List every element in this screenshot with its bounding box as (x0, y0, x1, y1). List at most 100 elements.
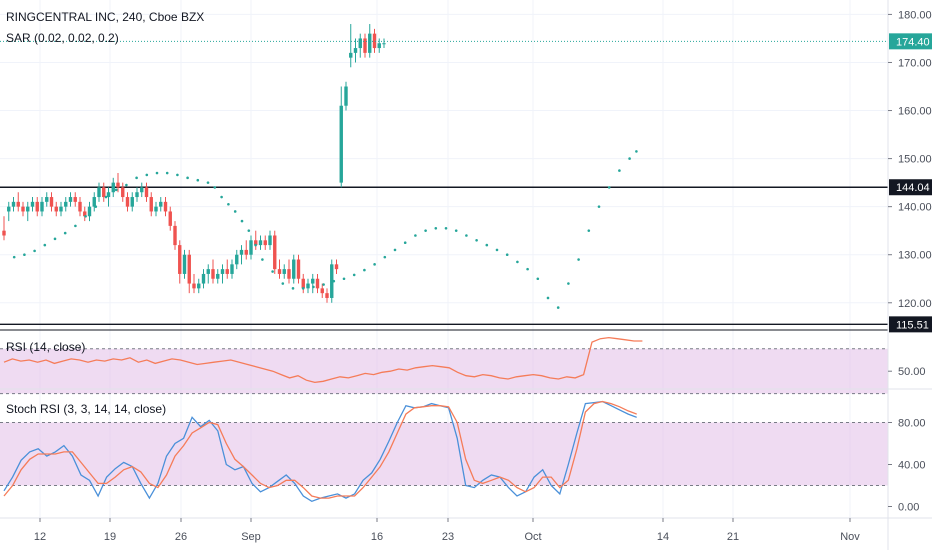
candle-body[interactable] (254, 240, 258, 246)
candle-body[interactable] (197, 283, 201, 289)
candle-body[interactable] (268, 235, 272, 246)
candle-body[interactable] (144, 187, 149, 198)
candle-body[interactable] (330, 264, 334, 298)
candle-body[interactable] (178, 245, 182, 274)
candle-body[interactable] (349, 52, 353, 58)
candle-body[interactable] (201, 273, 206, 284)
candle-body[interactable] (97, 187, 101, 198)
sar-dot (403, 241, 407, 245)
candle-body[interactable] (182, 254, 187, 274)
candle-body[interactable] (334, 264, 339, 270)
candle-body[interactable] (64, 201, 68, 207)
candle-body[interactable] (116, 182, 120, 188)
time-axis[interactable]: 12 19 26 Sep 16 23 Oct 14 21 Nov (34, 518, 860, 543)
candle-body[interactable] (263, 240, 267, 246)
candle-body[interactable] (315, 278, 320, 289)
candle-body[interactable] (344, 86, 348, 106)
candle-body[interactable] (273, 235, 277, 270)
candle-body[interactable] (249, 240, 253, 255)
candle-body[interactable] (68, 197, 73, 202)
candle-body[interactable] (301, 278, 305, 289)
candle-body[interactable] (40, 201, 44, 212)
indicator-line[interactable] (3, 336, 643, 384)
candle-body[interactable] (2, 230, 6, 236)
candle-body[interactable] (239, 249, 244, 255)
candle-body[interactable] (325, 293, 329, 298)
price-pane[interactable] (0, 24, 888, 326)
candle-body[interactable] (73, 197, 77, 202)
candle-body[interactable] (30, 201, 35, 207)
candle-body[interactable] (49, 197, 54, 207)
candle-body[interactable] (187, 254, 191, 284)
candle-body[interactable] (16, 201, 20, 207)
candle-body[interactable] (92, 197, 96, 207)
candle-body[interactable] (363, 38, 367, 53)
candle-body[interactable] (225, 269, 229, 274)
candle-body[interactable] (311, 278, 315, 284)
candle-body[interactable] (45, 197, 49, 202)
candle-body[interactable] (140, 187, 144, 193)
stoch-axis[interactable]: 0.00 40.00 80.00 (888, 418, 926, 514)
candle-body[interactable] (130, 197, 134, 207)
candle-body[interactable] (26, 206, 30, 212)
candle-body[interactable] (159, 201, 163, 207)
candle-body[interactable] (216, 273, 220, 279)
candle-body[interactable] (106, 192, 111, 198)
candle-body[interactable] (287, 269, 291, 279)
candle-body[interactable] (339, 105, 343, 183)
candle-body[interactable] (83, 211, 87, 217)
candle-body[interactable] (292, 259, 296, 279)
sar-dot (125, 183, 128, 187)
price-tick-label: 170.00 (898, 57, 932, 69)
candle-body[interactable] (282, 269, 286, 274)
rsi-axis[interactable]: 50.00 (888, 366, 926, 378)
candle-body[interactable] (11, 201, 16, 207)
candle-body[interactable] (135, 192, 139, 198)
candle-body[interactable] (230, 264, 234, 274)
stoch-legend[interactable]: Stoch RSI (3, 3, 14, 14, close) (6, 402, 166, 416)
candle-body[interactable] (211, 269, 215, 279)
candle-body[interactable] (78, 201, 82, 212)
candle-body[interactable] (244, 249, 248, 255)
candle-body[interactable] (149, 197, 153, 212)
candle-body[interactable] (382, 43, 386, 45)
candle-body[interactable] (372, 33, 377, 49)
symbol-title[interactable]: RINGCENTRAL INC, 240, Cboe BZX (6, 10, 204, 24)
candle-body[interactable] (54, 206, 58, 212)
candle-body[interactable] (154, 206, 158, 212)
candle-body[interactable] (7, 206, 11, 212)
candle-body[interactable] (296, 259, 301, 279)
candle-body[interactable] (235, 254, 239, 265)
candle-body[interactable] (220, 269, 225, 274)
candle-body[interactable] (87, 206, 92, 217)
candle-body[interactable] (320, 288, 324, 294)
candle-body[interactable] (35, 201, 39, 212)
candle-body[interactable] (21, 206, 25, 212)
candle-body[interactable] (121, 187, 125, 198)
candle-body[interactable] (102, 187, 106, 198)
candle-body[interactable] (306, 283, 310, 289)
candle-body[interactable] (192, 283, 196, 289)
candle-body[interactable] (277, 269, 282, 274)
candle-body[interactable] (377, 43, 381, 49)
stoch-pane[interactable] (0, 400, 888, 503)
candle-body[interactable] (168, 211, 172, 226)
candle-body[interactable] (258, 240, 263, 246)
candle-body[interactable] (358, 38, 362, 49)
candle-body[interactable] (368, 33, 372, 53)
sar-legend[interactable]: SAR (0.02, 0.02, 0.2) (6, 31, 119, 45)
price-axis[interactable]: 120.00 130.00 140.00 150.00 160.00 170.00 180.… (888, 9, 932, 333)
indicator-line[interactable] (3, 400, 637, 499)
sar-dot (271, 270, 274, 273)
rsi-legend[interactable]: RSI (14, close) (6, 340, 85, 354)
candle-body[interactable] (163, 201, 168, 212)
candle-body[interactable] (206, 269, 210, 274)
time-tick-label: 23 (442, 531, 454, 543)
candle-body[interactable] (353, 48, 358, 53)
candle-body[interactable] (173, 225, 177, 246)
candle-body[interactable] (125, 197, 130, 207)
sar-dot (363, 268, 366, 272)
candle-body[interactable] (59, 206, 63, 212)
candle-body[interactable] (111, 182, 115, 193)
rsi-pane[interactable] (0, 336, 888, 395)
